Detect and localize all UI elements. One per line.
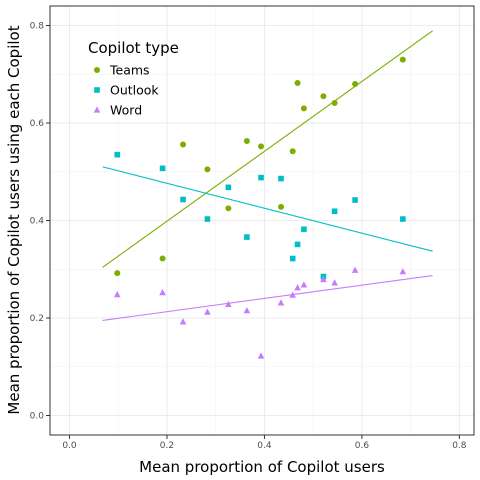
legend-label-outlook: Outlook bbox=[110, 83, 159, 98]
teams-point bbox=[399, 56, 406, 63]
outlook-point bbox=[159, 165, 166, 172]
teams-point bbox=[300, 105, 307, 112]
teams-point bbox=[289, 148, 296, 155]
word-point bbox=[204, 308, 211, 315]
legend-label-word: Word bbox=[110, 103, 142, 118]
word-point bbox=[257, 352, 265, 359]
outlook-point bbox=[331, 208, 338, 215]
y-tick-label: 0.4 bbox=[30, 217, 45, 227]
teams-point bbox=[258, 143, 265, 150]
outlook-point bbox=[294, 241, 301, 248]
teams-point bbox=[114, 270, 121, 277]
legend-label-teams: Teams bbox=[109, 63, 150, 78]
teams-point bbox=[278, 203, 285, 210]
y-axis-ticks: 0.0 0.2 0.4 0.6 0.8 bbox=[30, 22, 50, 422]
outlook-point bbox=[244, 234, 250, 240]
legend-title: Copilot type bbox=[88, 39, 179, 57]
word-trend-line bbox=[102, 275, 433, 321]
outlook-point bbox=[352, 197, 358, 203]
word-point bbox=[300, 281, 308, 288]
x-tick-label: 0.8 bbox=[452, 441, 467, 451]
y-tick-label: 0.0 bbox=[30, 412, 45, 422]
outlook-point bbox=[204, 216, 211, 222]
teams-point bbox=[159, 255, 166, 262]
teams-point bbox=[225, 205, 232, 212]
outlook-point bbox=[114, 151, 121, 158]
teams-point bbox=[180, 141, 187, 148]
y-tick-label: 0.6 bbox=[30, 119, 45, 129]
teams-point bbox=[331, 100, 338, 107]
teams-trend-line bbox=[102, 30, 433, 268]
word-point bbox=[225, 300, 232, 307]
outlook-point bbox=[180, 196, 186, 203]
x-tick-label: 0.0 bbox=[62, 441, 77, 451]
y-tick-label: 0.2 bbox=[30, 314, 44, 324]
x-axis-title: Mean proportion of Copilot users bbox=[139, 458, 385, 476]
major-gridlines bbox=[50, 6, 474, 435]
legend-key-word bbox=[93, 106, 101, 113]
y-axis-title: Mean proportion of Copilot users using e… bbox=[5, 25, 23, 414]
word-point bbox=[399, 268, 407, 275]
x-tick-label: 0.6 bbox=[355, 441, 370, 451]
outlook-point bbox=[258, 174, 264, 181]
outlook-point bbox=[278, 175, 284, 182]
word-point bbox=[159, 289, 166, 296]
word-point bbox=[320, 275, 327, 283]
outlook-point bbox=[301, 226, 307, 233]
legend-key-outlook bbox=[94, 87, 100, 93]
x-tick-label: 0.4 bbox=[257, 441, 272, 451]
word-point bbox=[289, 291, 297, 298]
teams-point bbox=[352, 81, 359, 87]
x-axis-ticks: 0.0 0.2 0.4 0.6 0.8 bbox=[62, 435, 467, 451]
outlook-trend-line bbox=[102, 166, 433, 252]
word-point bbox=[294, 284, 301, 291]
teams-point bbox=[243, 138, 250, 145]
x-tick-label: 0.2 bbox=[160, 441, 174, 451]
legend: Copilot type Teams Outlook Word bbox=[88, 39, 179, 118]
word-point bbox=[113, 291, 121, 298]
teams-point bbox=[294, 80, 301, 87]
word-point bbox=[179, 318, 187, 325]
outlook-point bbox=[400, 216, 406, 222]
legend-key-teams bbox=[94, 67, 100, 73]
teams-point bbox=[320, 93, 327, 100]
word-point bbox=[331, 279, 338, 286]
outlook-point bbox=[289, 255, 296, 262]
data-points bbox=[113, 56, 407, 359]
outlook-point bbox=[225, 184, 232, 191]
trend-lines bbox=[102, 30, 433, 321]
word-point bbox=[243, 307, 251, 314]
word-point bbox=[351, 266, 359, 273]
y-tick-label: 0.8 bbox=[30, 22, 45, 32]
word-point bbox=[277, 299, 285, 306]
teams-point bbox=[204, 166, 211, 173]
